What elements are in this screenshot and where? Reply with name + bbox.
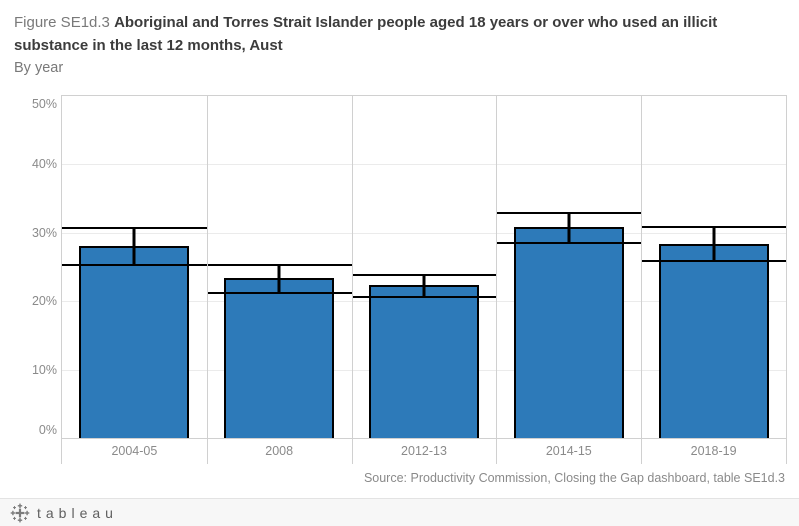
error-cap-low: [62, 264, 207, 267]
bar[interactable]: [513, 227, 624, 438]
error-whisker: [422, 273, 426, 297]
chart-area: 2004-05 2008 2012-13 2014-15 2018-19: [61, 95, 787, 464]
error-cap-high: [641, 225, 786, 228]
y-tick-label: 20%: [31, 294, 57, 309]
title-figure-number: Figure SE1d.3: [14, 14, 115, 31]
error-cap-high: [206, 264, 352, 267]
y-tick-label: 40%: [31, 156, 57, 171]
error-cap-low: [641, 260, 786, 263]
title-byline: By year: [14, 60, 64, 76]
x-tick-label: 2018-19: [690, 444, 737, 458]
error-whisker: [132, 227, 136, 265]
error-cap-low: [496, 241, 642, 244]
column-divider: [206, 95, 208, 464]
tableau-footer: tableau: [0, 498, 799, 526]
tableau-logo-link[interactable]: tableau: [10, 503, 118, 523]
y-tick-label: 10%: [31, 363, 57, 378]
error-cap-high: [351, 273, 497, 276]
chart-title: Figure SE1d.3 Aboriginal and Torres Stra…: [14, 11, 784, 80]
title-text: Aboriginal and Torres Strait Islander pe…: [14, 14, 718, 54]
plot-pane: [62, 95, 786, 439]
y-tick-label: 30%: [31, 225, 57, 240]
source-note: Source: Productivity Commission, Closing…: [363, 471, 785, 485]
y-tick-label: 50%: [31, 97, 57, 111]
tableau-wordmark: tableau: [37, 504, 118, 521]
x-axis: 2004-05 2008 2012-13 2014-15 2018-19: [62, 439, 786, 464]
bar[interactable]: [79, 246, 190, 438]
gridline: [62, 164, 786, 166]
column-divider: [351, 95, 353, 464]
error-cap-high: [496, 211, 642, 214]
y-axis: 0% 10% 20% 30% 40% 50%: [0, 95, 57, 439]
x-tick-label: 2014-15: [545, 444, 592, 458]
tableau-logo-icon: [10, 503, 30, 522]
error-cap-high: [62, 227, 207, 230]
error-whisker: [567, 211, 571, 242]
bar[interactable]: [368, 284, 480, 438]
column-divider: [641, 95, 643, 464]
error-cap-low: [206, 292, 352, 295]
x-tick-label: 2008: [265, 444, 294, 458]
bar[interactable]: [224, 277, 335, 438]
bar[interactable]: [658, 243, 769, 438]
x-tick-label: 2004-05: [111, 444, 158, 458]
column-divider: [496, 95, 498, 464]
error-whisker: [277, 264, 281, 293]
gridline: [62, 232, 786, 234]
error-whisker: [712, 225, 716, 261]
y-tick-label: 0%: [38, 423, 57, 437]
x-tick-label: 2012-13: [401, 444, 447, 458]
error-cap-low: [351, 296, 497, 299]
